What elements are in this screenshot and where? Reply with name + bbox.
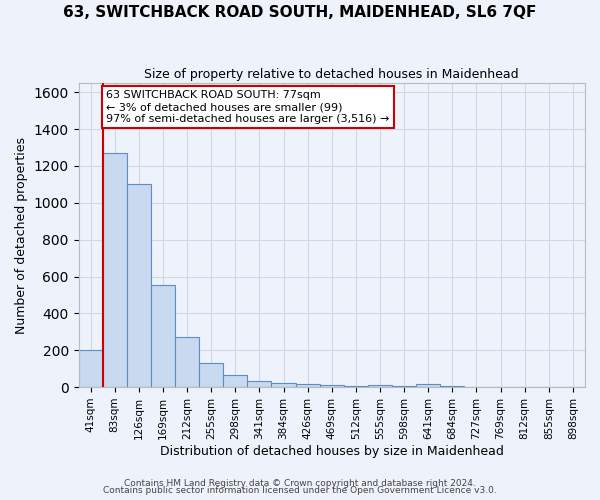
Bar <box>416 384 440 387</box>
Bar <box>199 363 223 387</box>
Text: 63 SWITCHBACK ROAD SOUTH: 77sqm
← 3% of detached houses are smaller (99)
97% of : 63 SWITCHBACK ROAD SOUTH: 77sqm ← 3% of … <box>106 90 389 124</box>
Bar <box>151 285 175 387</box>
Title: Size of property relative to detached houses in Maidenhead: Size of property relative to detached ho… <box>145 68 519 80</box>
Text: Contains HM Land Registry data © Crown copyright and database right 2024.: Contains HM Land Registry data © Crown c… <box>124 478 476 488</box>
Bar <box>223 375 247 387</box>
Bar <box>296 384 320 387</box>
Bar <box>368 386 392 387</box>
Bar <box>440 386 464 387</box>
X-axis label: Distribution of detached houses by size in Maidenhead: Distribution of detached houses by size … <box>160 444 504 458</box>
Bar <box>103 153 127 387</box>
Text: 63, SWITCHBACK ROAD SOUTH, MAIDENHEAD, SL6 7QF: 63, SWITCHBACK ROAD SOUTH, MAIDENHEAD, S… <box>64 5 536 20</box>
Bar <box>79 350 103 387</box>
Bar <box>392 386 416 387</box>
Bar <box>320 386 344 387</box>
Bar <box>127 184 151 387</box>
Text: Contains public sector information licensed under the Open Government Licence v3: Contains public sector information licen… <box>103 486 497 495</box>
Bar <box>271 384 296 387</box>
Y-axis label: Number of detached properties: Number of detached properties <box>15 136 28 334</box>
Bar <box>247 380 271 387</box>
Bar <box>175 338 199 387</box>
Bar <box>344 386 368 387</box>
